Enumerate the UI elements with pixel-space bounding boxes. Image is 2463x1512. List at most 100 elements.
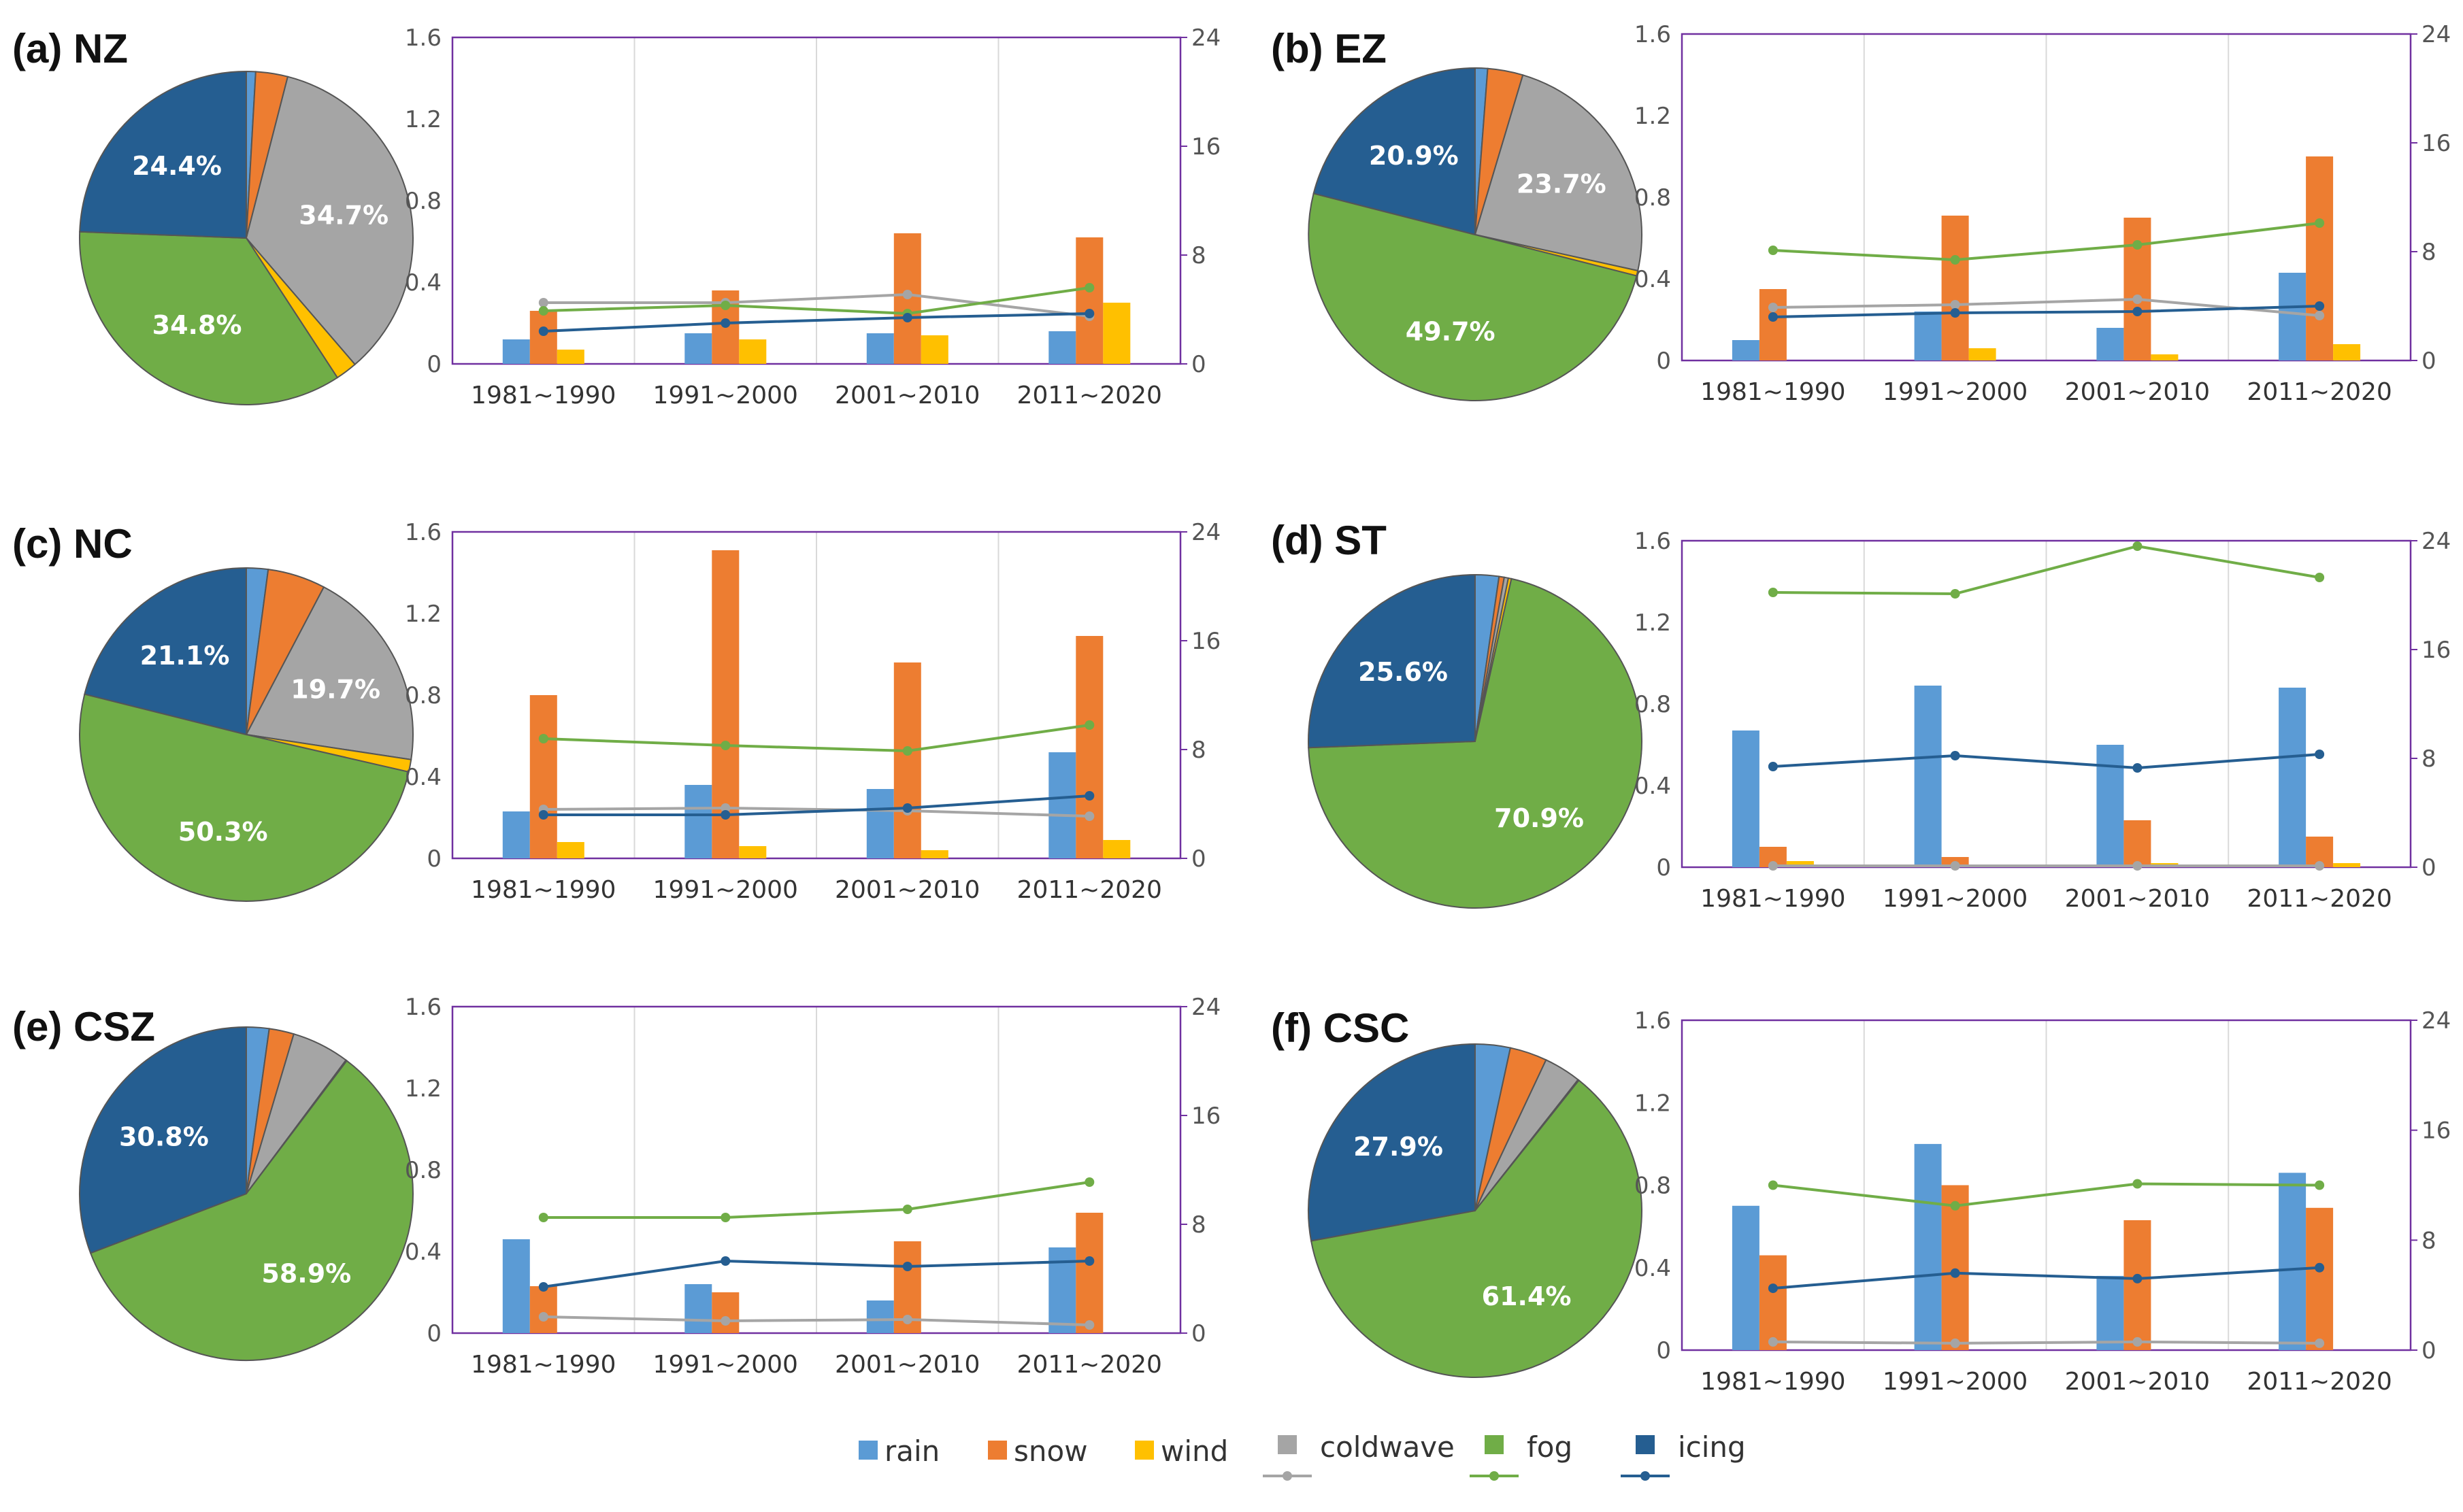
point-fog	[1950, 255, 1960, 265]
right-axis-tick: 8	[1191, 737, 1206, 764]
bar-snow	[529, 1286, 557, 1333]
point-icing	[538, 326, 548, 336]
bar-rain	[502, 339, 530, 364]
pie-slice-fog	[1308, 192, 1638, 401]
bar-rain	[684, 785, 712, 858]
pie-chart: 23.7% 49.7% 20.9%	[1308, 67, 1642, 401]
left-axis-tick: 0.8	[1634, 184, 1671, 212]
bar-rain	[502, 811, 530, 858]
point-icing	[721, 318, 731, 328]
legend-label-snow: snow	[1014, 1434, 1088, 1468]
right-axis-tick: 0	[2421, 348, 2436, 375]
point-coldwave	[902, 1315, 912, 1324]
bar-snow	[1076, 636, 1104, 858]
point-fog	[902, 1205, 912, 1214]
bar-rain	[2279, 273, 2307, 360]
bar-snow	[2306, 156, 2334, 360]
point-coldwave	[2132, 861, 2143, 871]
bar-wind	[557, 842, 584, 858]
bar-wind	[557, 350, 584, 364]
pie-label-fog: 50.3%	[178, 817, 268, 847]
point-coldwave	[1768, 303, 1778, 312]
right-axis-tick: 16	[2421, 130, 2451, 157]
bar-snow	[1941, 1185, 1969, 1350]
panel-title: (d) ST	[1271, 518, 1387, 563]
x-axis-category: 1991~2000	[1883, 378, 2028, 406]
plot-frame	[1681, 33, 2412, 362]
bar-wind	[1103, 303, 1131, 364]
right-axis-tick: 0	[1191, 845, 1206, 873]
left-axis-tick: 0.8	[405, 682, 442, 709]
combo-chart: 0 0.4 0.8 1.2 1.6 0 8 16 24 1981~1990 1991~2000 200…	[1634, 1007, 2451, 1396]
line-coldwave	[543, 292, 1090, 318]
bar-rain	[2279, 688, 2307, 867]
bar-snow	[1759, 289, 1787, 360]
bar-snow	[1076, 237, 1104, 364]
bar-wind	[1968, 348, 1996, 360]
bar-wind	[2333, 344, 2361, 360]
right-axis-tick: 24	[1191, 994, 1221, 1021]
point-coldwave	[2132, 1337, 2143, 1347]
point-coldwave	[1768, 861, 1778, 871]
pie-label-coldwave: 34.7%	[299, 201, 389, 231]
bar-wind	[921, 335, 948, 364]
line-fog	[1772, 222, 2320, 262]
point-fog	[2315, 1180, 2325, 1190]
line-fog	[543, 286, 1090, 316]
left-axis-tick: 1.2	[1634, 1090, 1671, 1117]
point-icing	[902, 313, 912, 322]
pie-label-fog: 58.9%	[261, 1259, 351, 1289]
bar-rain	[866, 1300, 894, 1333]
x-axis-category: 1991~2000	[1883, 885, 2028, 913]
x-axis-category: 2011~2020	[1017, 382, 1162, 409]
left-axis-tick: 1.6	[405, 519, 442, 546]
right-axis-tick: 24	[2421, 528, 2451, 555]
bar-snow	[893, 662, 921, 858]
panel-c-nc: (c) NC 19.7% 50.3% 21.1% 0 0.4 0.8 1.2 1.6 0 8 16 24…	[12, 519, 1221, 904]
bar-snow	[529, 695, 557, 858]
pie-label-fog: 34.8%	[152, 310, 242, 340]
right-axis-tick: 8	[1191, 242, 1206, 269]
pie-label-fog: 49.7%	[1406, 316, 1495, 346]
line-icing	[1772, 753, 2320, 770]
line-icing	[543, 1259, 1090, 1288]
panel-title: (e) CSZ	[12, 1004, 155, 1049]
legend-label-fog: fog	[1527, 1430, 1572, 1464]
legend-label-coldwave: coldwave	[1320, 1430, 1455, 1464]
bar-rain	[684, 333, 712, 364]
right-axis-tick: 16	[1191, 1103, 1221, 1130]
legend-swatch-fog	[1485, 1435, 1504, 1454]
x-axis-category: 1981~1990	[1700, 378, 1845, 406]
left-axis-tick: 1.2	[1634, 103, 1671, 130]
line-icing	[1772, 1266, 2320, 1290]
x-axis-category: 1981~1990	[471, 1351, 616, 1379]
left-axis-tick: 0	[1656, 854, 1671, 881]
left-axis-tick: 1.6	[405, 994, 442, 1021]
x-axis-category: 2001~2010	[2065, 1368, 2210, 1396]
x-axis-category: 1981~1990	[471, 382, 616, 409]
pie-slice-coldwave	[1474, 74, 1642, 272]
plot-frame	[1681, 1019, 2412, 1351]
left-axis-tick: 0.8	[1634, 691, 1671, 718]
right-axis-tick: 24	[2421, 21, 2451, 48]
point-icing	[1085, 309, 1095, 318]
pie-label-coldwave: 23.7%	[1517, 169, 1606, 199]
legend-label-icing: icing	[1678, 1430, 1746, 1464]
x-axis-category: 1991~2000	[653, 1351, 798, 1379]
point-fog	[2315, 573, 2325, 582]
pie-label-icing: 25.6%	[1358, 657, 1448, 687]
combo-chart: 0 0.4 0.8 1.2 1.6 0 8 16 24 1981~1990 1991~2000 200…	[405, 994, 1221, 1379]
pie-slice-fog	[79, 231, 339, 405]
point-icing	[2132, 307, 2143, 316]
pie-slice-icing	[79, 1026, 247, 1254]
pie-label-icing: 24.4%	[132, 151, 222, 181]
combo-chart: 0 0.4 0.8 1.2 1.6 0 8 16 24 1981~1990 1991~2000 200…	[1634, 528, 2451, 913]
bar-rain	[684, 1284, 712, 1333]
pie-slice-icing	[1308, 573, 1476, 749]
bar-snow	[1076, 1213, 1104, 1333]
left-axis-tick: 0	[427, 845, 442, 873]
bar-rain	[866, 789, 894, 858]
left-axis-tick: 0.4	[405, 764, 442, 791]
point-icing	[902, 1262, 912, 1271]
plot-frame	[451, 36, 1182, 365]
